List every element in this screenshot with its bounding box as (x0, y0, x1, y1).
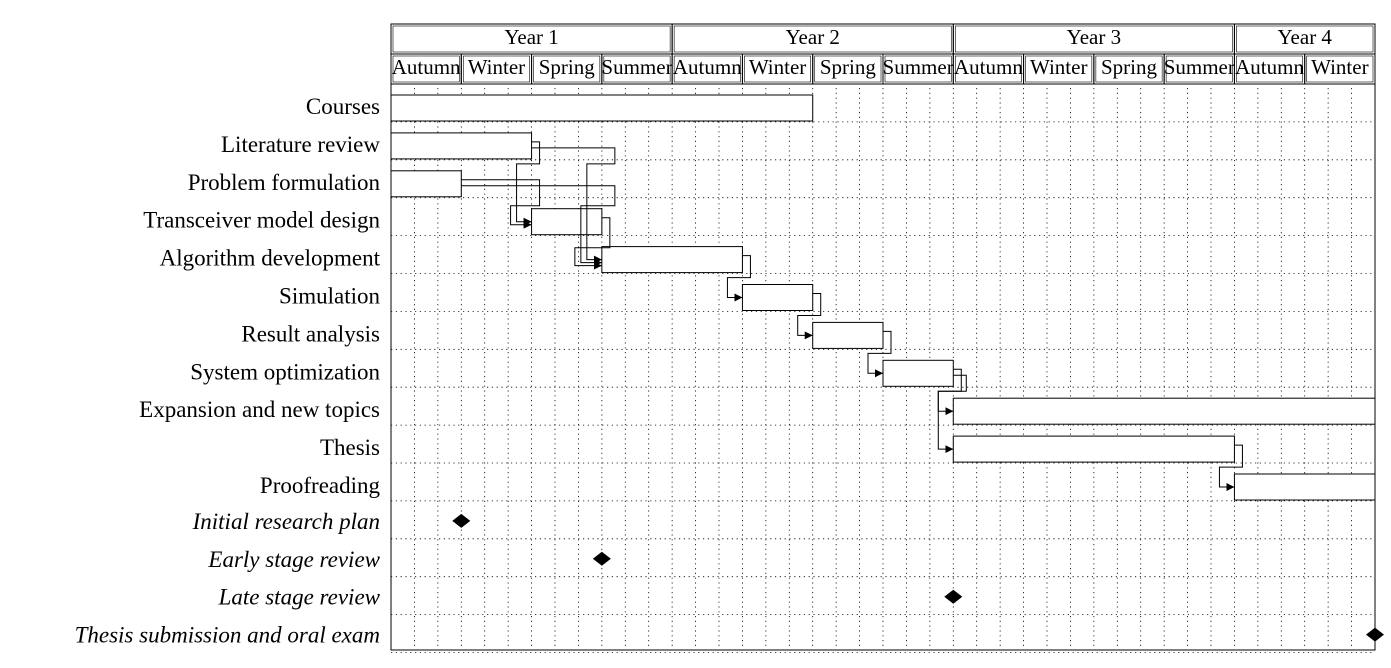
dependency-algorithm-to-simulation (726, 255, 751, 302)
season-label: Winter (1030, 55, 1087, 79)
chart-frame (390, 23, 1376, 651)
season-label: Winter (1311, 55, 1368, 79)
year-cell-inner (673, 25, 952, 53)
dependency-transceiver-to-algorithm (574, 217, 611, 270)
season-label: Winter (468, 55, 525, 79)
season-cell-inner (603, 55, 671, 83)
season-cell-inner (1095, 55, 1163, 83)
milestone-label-early: Early stage review (207, 547, 380, 572)
season-label: Autumn (1235, 55, 1304, 79)
grid-lines (391, 88, 1375, 653)
milestone-label-late: Late stage review (218, 585, 381, 610)
season-cell-inner (954, 55, 1022, 83)
season-label: Spring (539, 55, 596, 79)
task-label-simulation: Simulation (279, 284, 380, 309)
season-cell-inner (1236, 55, 1304, 83)
season-cell-inner (884, 55, 952, 83)
year-label: Year 4 (1277, 25, 1332, 49)
year-cell-inner (954, 25, 1233, 53)
timeline-header: Year 1 Year 2 Year 3 Year 4 Autumn Winter Spri… (390, 23, 1376, 85)
season-cell-inner (462, 55, 530, 83)
task-label-sysopt: System optimization (190, 359, 380, 384)
task-bar-problem (390, 170, 462, 198)
task-bar-proofreading (1233, 473, 1376, 501)
season-label: Summer (601, 55, 672, 79)
dependency-problem-to-transceiver (461, 179, 541, 229)
year-cell-inner (1236, 25, 1374, 53)
task-bar-expansion (952, 397, 1376, 425)
season-cell-inner (1306, 55, 1374, 83)
task-label-algorithm: Algorithm development (160, 246, 381, 271)
task-label-thesis: Thesis (320, 435, 380, 460)
season-label: Autumn (673, 55, 742, 79)
year-cell-inner (392, 25, 671, 53)
season-label: Autumn (954, 55, 1023, 79)
dependency-result-to-sysopt (867, 330, 892, 378)
milestone-diamond-early (592, 551, 611, 566)
milestone-diamond-initial (452, 513, 471, 528)
task-label-expansion: Expansion and new topics (139, 397, 380, 422)
task-bar-simulation (741, 284, 814, 311)
milestone-diamond-late (944, 589, 963, 604)
season-label: Summer (883, 55, 954, 79)
milestone-label-initial: Initial research plan (192, 509, 380, 534)
task-label-proofreading: Proofreading (260, 473, 381, 498)
season-label: Spring (1101, 55, 1158, 79)
task-bar-sysopt (882, 359, 954, 387)
season-label: Winter (749, 55, 806, 79)
season-cell-inner (533, 55, 601, 83)
season-label: Summer (1164, 55, 1235, 79)
season-cell-inner (392, 55, 460, 83)
milestone-label-submission: Thesis submission and oral exam (75, 623, 380, 648)
milestones (452, 513, 1384, 642)
dependency-simulation-to-result (797, 293, 822, 340)
season-cell-inner (1165, 55, 1233, 83)
task-label-result: Result analysis (241, 321, 380, 346)
year-label: Year 3 (1067, 25, 1121, 49)
task-bar-litreview (390, 132, 533, 160)
task-bar-transceiver (531, 208, 603, 236)
task-label-problem: Problem formulation (188, 170, 381, 195)
task-bar-algorithm (601, 246, 743, 274)
task-label-courses: Courses (306, 94, 380, 119)
task-labels: Courses Literature review Problem formulat… (75, 94, 381, 648)
task-bar-courses (390, 94, 814, 122)
dependency-problem-to-algorithm (461, 185, 616, 267)
dependency-links (461, 141, 1243, 491)
task-label-litreview: Literature review (221, 132, 380, 157)
season-cell-inner (673, 55, 741, 83)
year-label: Year 2 (785, 25, 839, 49)
season-cell-inner (814, 55, 882, 83)
task-bars (390, 94, 1376, 501)
task-bar-result (812, 321, 884, 349)
season-cell-inner (744, 55, 812, 83)
season-cell-inner (1025, 55, 1093, 83)
dependency-litreview-to-algorithm (531, 147, 616, 264)
task-label-transceiver: Transceiver model design (143, 208, 380, 233)
year-label: Year 1 (504, 25, 558, 49)
dependency-litreview-to-transceiver (516, 141, 541, 226)
season-label: Spring (820, 55, 877, 79)
dependency-thesis-to-proofreading (1218, 444, 1243, 491)
dependency-sysopt-to-thesis (937, 374, 967, 454)
season-label: Autumn (392, 55, 461, 79)
task-bar-thesis (952, 435, 1235, 463)
